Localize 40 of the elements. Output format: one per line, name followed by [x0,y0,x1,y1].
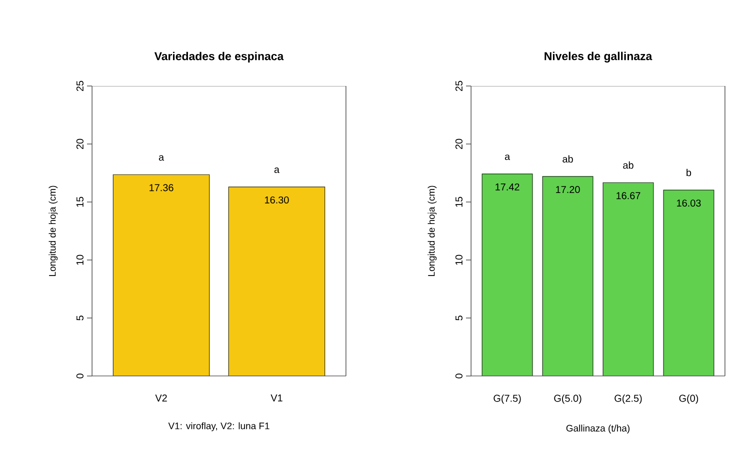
bar [663,190,714,376]
x-tick-label: G(0) [679,394,698,404]
data-label: 17.36 [150,184,174,192]
x-tick-label: V1 [270,394,282,402]
y-axis-title: Longitud de hoja (cm) [48,186,58,276]
annotation: ab [623,161,634,169]
chart-title: Niveles de gallinaza [544,52,652,62]
bar [482,174,533,376]
x-axis-title: V1: viroflay, V2: luna F1 [168,422,270,432]
y-tick-label: 0 [76,374,84,378]
annotation: a [158,155,164,161]
x-tick-label: G(5.0) [554,394,582,404]
y-tick-label: 5 [76,316,84,320]
y-tick-label: 25 [76,80,84,92]
bar [542,176,594,376]
x-tick-label: V2 [155,394,167,402]
x-tick-label: G(2.5) [614,394,642,404]
y-tick-label: 15 [76,196,84,207]
data-label: 16.30 [265,196,289,204]
bar [602,182,654,376]
data-label: 16.03 [677,200,701,207]
data-label: 17.20 [556,186,580,194]
y-tick-label: 0 [455,374,462,378]
y-axis-title: Longitud de hoja (cm) [428,186,437,276]
annotation: b [686,168,692,176]
data-label: 16.67 [616,192,640,200]
data-label: 17.42 [496,183,520,190]
y-tick-label: 15 [456,196,462,207]
y-tick-label: 20 [455,138,462,150]
x-axis-title: Gallinaza (t/ha) [566,424,630,434]
y-tick-label: 5 [456,316,462,320]
chart-title: Variedades de espinaca [154,52,284,62]
annotation: a [504,154,510,160]
y-tick-label: 10 [455,254,462,265]
annotation: a [274,168,280,174]
y-tick-label: 20 [76,138,84,150]
x-tick-label: G(7.5) [494,394,521,404]
y-tick-label: 10 [76,254,84,265]
y-tick-label: 25 [455,80,462,92]
annotation: ab [562,155,573,163]
